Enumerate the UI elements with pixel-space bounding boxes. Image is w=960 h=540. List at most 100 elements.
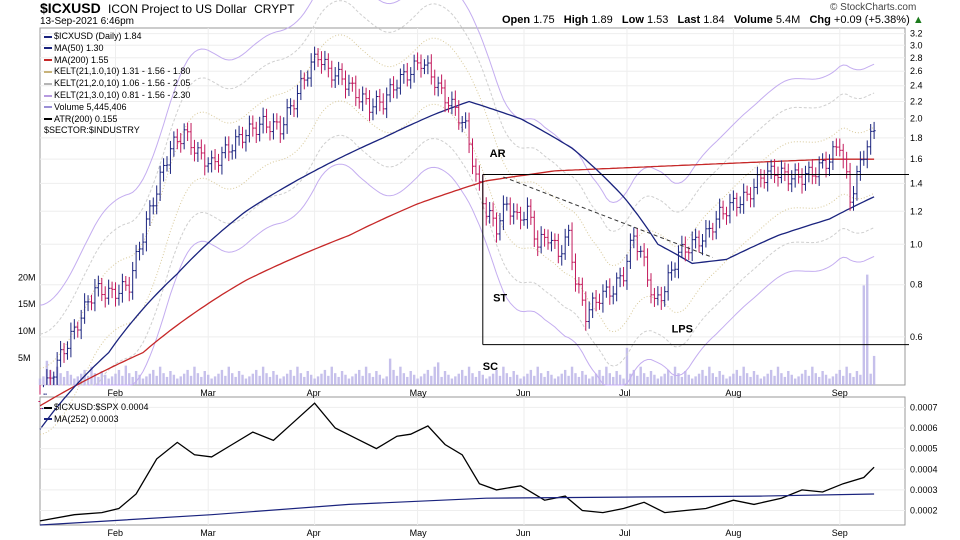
volume-bar [467, 366, 471, 385]
volume-bar [395, 375, 399, 385]
volume-bar [543, 376, 546, 385]
volume-bar [364, 366, 368, 385]
chg-label: Chg [809, 14, 831, 26]
volume-bar [574, 373, 577, 385]
volume-bar [155, 375, 158, 385]
volume-bar [773, 375, 776, 385]
ratio-ma252-line [39, 493, 875, 526]
volume-bar [368, 373, 371, 385]
legend-text: KELT(21,3.0,10) 0.81 - 1.56 - 2.30 [54, 89, 191, 100]
legend-swatch [44, 82, 52, 85]
volume-bar [642, 373, 646, 385]
volume-tick-label: 15M [18, 299, 36, 309]
volume-tick-label: 10M [18, 326, 36, 336]
volume-bar [828, 378, 831, 385]
volume-bar [299, 373, 303, 385]
volume-bar [231, 373, 234, 385]
volume-bar [584, 374, 587, 385]
volume-bar [591, 376, 594, 385]
volume-bar [677, 373, 680, 385]
last-value: 1.84 [703, 14, 725, 26]
volume-bar [666, 369, 670, 385]
volume-bar [783, 376, 787, 385]
volume-bar [419, 376, 423, 385]
volume-bar [769, 369, 773, 385]
volume-bar [347, 378, 351, 385]
ma50-line [39, 100, 875, 430]
last-label: Last [677, 14, 701, 26]
month-label-lower: May [410, 528, 428, 538]
volume-bar [862, 285, 866, 385]
ma200-line [39, 158, 875, 407]
kelt2-lower [40, 134, 875, 386]
volume-bar [471, 373, 474, 385]
legend-swatch [44, 47, 52, 50]
volume-bar [759, 378, 763, 385]
volume-bar [560, 373, 563, 385]
volume-bar [632, 369, 636, 385]
volume-bar [261, 366, 265, 385]
volume-bar [412, 374, 416, 385]
volume-bar [258, 375, 261, 385]
ratio-line [39, 402, 875, 522]
month-label-lower: Aug [725, 528, 741, 538]
volume-bar [824, 374, 828, 385]
volume-bar [776, 366, 780, 385]
legend-text: $SECTOR:$INDUSTRY [44, 125, 140, 136]
volume-bar [495, 369, 498, 385]
volume-bar [766, 373, 769, 385]
volume-bar [382, 378, 385, 385]
ratio-tick-label: 0.0007 [910, 402, 938, 412]
volume-bar [522, 376, 526, 385]
volume-bar [790, 374, 793, 385]
volume-bar [210, 378, 213, 385]
volume-bar [488, 376, 491, 385]
volume-bar [309, 374, 313, 385]
volume-bar [735, 369, 739, 385]
volume-bar [279, 378, 282, 385]
price-tick-label: 2.8 [910, 53, 923, 63]
volume-bar [42, 376, 45, 385]
volume-bar [721, 374, 725, 385]
volume-bar [539, 373, 543, 385]
volume-bar [728, 376, 732, 385]
volume-bar [811, 366, 814, 385]
volume-bar [255, 369, 258, 385]
price-legend-item: KELT(21,2.0,10) 1.06 - 1.56 - 2.05 [44, 78, 190, 90]
volume-bar [464, 375, 467, 385]
volume-bar [553, 378, 557, 385]
volume-bar [69, 374, 73, 385]
volume-bar [749, 376, 752, 385]
volume-bar [869, 373, 872, 385]
volume-bar [598, 369, 601, 385]
volume-bar [272, 371, 275, 385]
volume-bar [653, 374, 656, 385]
volume-bar [732, 373, 735, 385]
volume-bar [179, 376, 182, 385]
volume-bar [316, 376, 320, 385]
ratio-tick-label: 0.0005 [910, 444, 938, 454]
open-value: 1.75 [533, 14, 555, 26]
volume-bar [186, 369, 189, 385]
volume-bar [852, 376, 855, 385]
volume-bar [725, 378, 728, 385]
volume-bar [296, 366, 299, 385]
volume-bar [557, 376, 560, 385]
price-tick-label: 1.4 [910, 178, 923, 188]
volume-bar [567, 375, 570, 385]
volume-bar [845, 366, 848, 385]
stockcharts-credit: © StockCharts.com [830, 2, 917, 13]
volume-bar [107, 378, 110, 385]
volume-bar [148, 373, 152, 385]
volume-bar [172, 374, 176, 385]
volume-bar [128, 373, 131, 385]
volume-bar [385, 376, 388, 385]
volume-bar [303, 376, 306, 385]
volume-bar [234, 376, 237, 385]
volume-bar [704, 375, 708, 385]
ratio-legend-item: MA(252) 0.0003 [44, 414, 149, 426]
volume-bar [793, 378, 797, 385]
volume-bar [529, 369, 533, 385]
volume-bar [615, 371, 618, 385]
volume-bar [533, 375, 536, 385]
